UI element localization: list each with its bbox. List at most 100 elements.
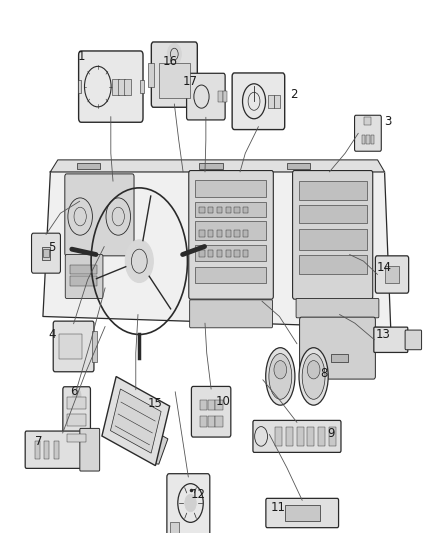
Bar [329, 426, 336, 446]
Circle shape [185, 494, 196, 512]
FancyBboxPatch shape [253, 421, 341, 453]
Bar [118, 79, 125, 95]
Bar [243, 250, 248, 256]
Bar [67, 397, 86, 409]
FancyBboxPatch shape [190, 300, 272, 328]
FancyBboxPatch shape [189, 171, 273, 299]
Bar [42, 246, 50, 260]
Circle shape [125, 240, 153, 282]
Bar [112, 79, 119, 95]
Bar [226, 230, 231, 237]
Bar [148, 63, 153, 87]
Bar [215, 400, 223, 410]
Bar [234, 250, 240, 256]
Bar [226, 207, 231, 213]
Bar [217, 230, 222, 237]
Bar [124, 79, 131, 95]
Text: 6: 6 [70, 385, 78, 398]
Bar [195, 221, 266, 240]
Text: 7: 7 [35, 434, 42, 448]
FancyBboxPatch shape [296, 298, 379, 318]
FancyBboxPatch shape [232, 73, 285, 130]
Bar [364, 117, 371, 125]
FancyBboxPatch shape [266, 498, 339, 528]
Bar [362, 135, 365, 144]
Polygon shape [110, 389, 161, 453]
Bar [200, 416, 207, 427]
Bar [217, 250, 222, 256]
Bar [234, 230, 240, 237]
Bar [299, 181, 367, 200]
Bar [67, 434, 86, 442]
Polygon shape [43, 172, 391, 328]
Bar [243, 230, 248, 237]
Bar [92, 330, 97, 362]
Bar [44, 441, 49, 459]
Bar [366, 135, 370, 144]
Ellipse shape [269, 353, 292, 399]
Bar [218, 91, 223, 102]
Circle shape [167, 44, 181, 64]
Text: 9: 9 [327, 426, 335, 440]
Bar [159, 63, 190, 98]
Bar [208, 416, 215, 427]
Ellipse shape [307, 361, 320, 379]
Text: 5: 5 [48, 241, 55, 254]
FancyBboxPatch shape [78, 51, 143, 122]
Ellipse shape [299, 348, 328, 405]
Bar [195, 266, 266, 283]
Bar [195, 202, 266, 216]
Bar [234, 207, 240, 213]
FancyBboxPatch shape [25, 431, 82, 469]
Text: 16: 16 [162, 55, 177, 68]
Bar [268, 95, 273, 108]
Bar [285, 505, 320, 521]
Bar [208, 400, 215, 410]
FancyBboxPatch shape [375, 256, 409, 293]
FancyBboxPatch shape [167, 474, 210, 533]
Bar [275, 426, 282, 446]
FancyBboxPatch shape [191, 386, 231, 437]
FancyBboxPatch shape [293, 171, 373, 299]
Text: 3: 3 [384, 115, 391, 128]
Text: 12: 12 [191, 488, 205, 501]
Bar [208, 207, 213, 213]
Text: 2: 2 [290, 88, 297, 101]
Ellipse shape [274, 361, 286, 379]
Bar [200, 400, 207, 410]
FancyBboxPatch shape [65, 255, 103, 298]
FancyBboxPatch shape [300, 317, 375, 379]
Text: 17: 17 [183, 75, 198, 88]
FancyBboxPatch shape [354, 115, 381, 151]
Bar [60, 334, 82, 359]
Circle shape [72, 389, 81, 402]
Bar [331, 354, 348, 362]
Text: 4: 4 [48, 328, 56, 341]
Ellipse shape [266, 348, 295, 405]
Bar [199, 250, 205, 256]
Bar [199, 207, 205, 213]
Bar [215, 416, 223, 427]
Bar [243, 207, 248, 213]
Text: 1: 1 [77, 50, 85, 63]
Bar [67, 415, 86, 426]
Bar [223, 91, 227, 102]
Text: 13: 13 [376, 328, 391, 341]
FancyBboxPatch shape [152, 42, 197, 107]
Bar [318, 426, 325, 446]
Bar [54, 441, 60, 459]
Bar [43, 249, 49, 257]
Bar [307, 426, 314, 446]
Polygon shape [102, 376, 170, 466]
FancyBboxPatch shape [65, 174, 134, 256]
Bar [274, 95, 280, 108]
Bar [217, 207, 222, 213]
Bar [170, 522, 180, 533]
Bar [195, 180, 266, 197]
Bar [78, 80, 81, 93]
Bar [287, 163, 310, 169]
Bar [208, 230, 213, 237]
Bar [199, 163, 223, 169]
Bar [195, 245, 266, 261]
Text: 15: 15 [148, 397, 163, 409]
